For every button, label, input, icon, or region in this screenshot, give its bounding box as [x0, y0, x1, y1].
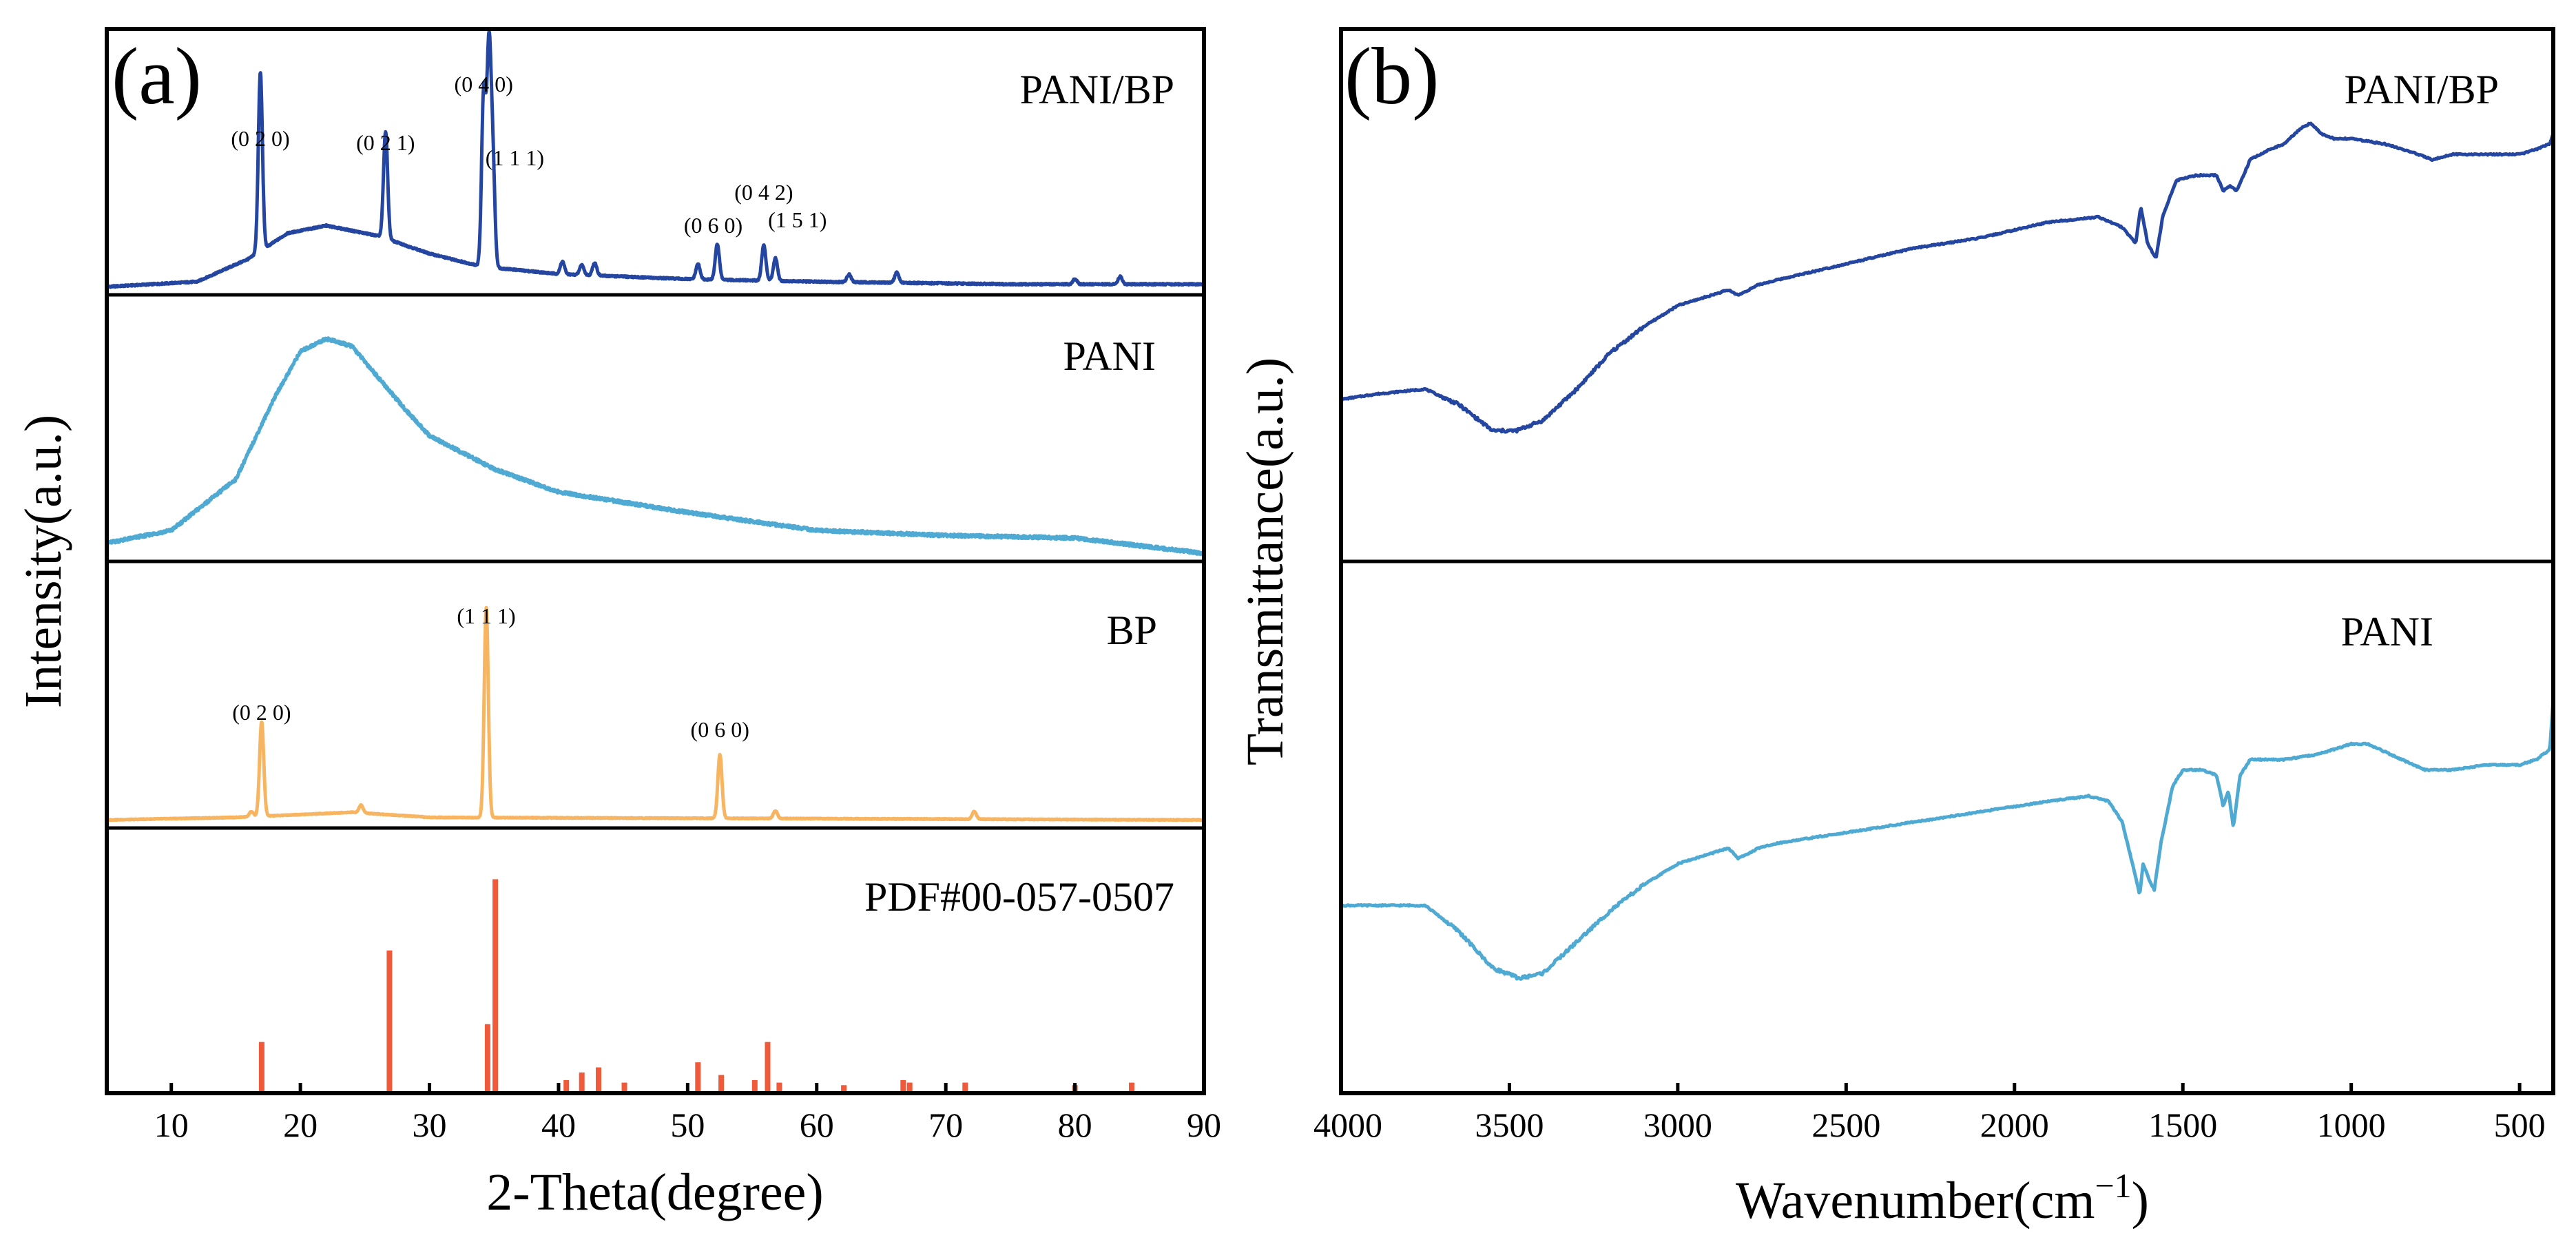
- hkl-label: (0 4 0): [455, 72, 513, 96]
- panel-b-label: (b): [1344, 31, 1440, 121]
- xrd-bp-plot: [105, 606, 1206, 822]
- x-tick-label: 80: [1058, 1106, 1092, 1144]
- panel-b-y-axis-label: Transmittance(a.u.): [1236, 358, 1294, 765]
- hkl-label: (0 6 0): [684, 213, 742, 238]
- ftir-pani-bp-label: PANI/BP: [2344, 67, 2499, 112]
- xrd-pani-trace: [105, 336, 1206, 557]
- x-tick-label: 90: [1187, 1106, 1221, 1144]
- hkl-label: (0 2 0): [232, 700, 291, 725]
- x-tick-label: 2000: [1980, 1106, 2049, 1144]
- panel-b-x-axis-label-sup: −1: [2095, 1166, 2131, 1205]
- panel-b-x-axis-label-main: Wavenumber(cm: [1736, 1172, 2095, 1230]
- x-tick-label: 3500: [1475, 1106, 1544, 1144]
- panel-b-x-axis-label: Wavenumber(cm−1): [1736, 1166, 2149, 1230]
- panel-a-xrd: 10 20 30 40 50 60 70 80 90 (0 2 0) (0 2 1) (0 4 0)…: [14, 27, 1221, 1221]
- panel-b-x-ticks: [1339, 1083, 2522, 1093]
- x-tick-label: 70: [928, 1106, 963, 1144]
- x-tick-label: 50: [670, 1106, 705, 1144]
- x-tick-label: 3000: [1643, 1106, 1712, 1144]
- x-tick-label: 20: [283, 1106, 318, 1144]
- panel-a-label: (a): [112, 31, 202, 121]
- x-tick-label: 4000: [1313, 1106, 1382, 1144]
- hkl-label: (1 1 1): [457, 603, 515, 628]
- panel-a-hkl-labels: (0 2 0) (0 2 1) (0 4 0) (1 1 1) (0 6 0) (0 4 …: [231, 72, 827, 742]
- hkl-label: (0 2 1): [356, 130, 415, 155]
- xrd-pani-bp-trace: [105, 30, 1206, 289]
- hkl-label: (1 5 1): [768, 207, 827, 232]
- bp-label: BP: [1107, 608, 1157, 653]
- x-tick-label: 500: [2494, 1106, 2546, 1144]
- panel-a-x-ticks: [169, 1083, 1206, 1093]
- panel-b-ftir: 4000 3500 3000 2500 2000 1500 1000 500 (b) PANI…: [1236, 27, 2555, 1230]
- panel-a-x-axis-label: 2-Theta(degree): [486, 1163, 823, 1221]
- panel-a-x-tick-labels: 10 20 30 40 50 60 70 80 90: [154, 1106, 1221, 1144]
- x-tick-label: 30: [413, 1106, 447, 1144]
- panel-a-y-axis-label: Intensity(a.u.): [14, 415, 72, 708]
- ftir-pani-trace: [1339, 696, 2555, 981]
- ftir-pani-bp-plot: [1339, 121, 2555, 434]
- xrd-pdf-reference-plot: [258, 879, 1134, 1093]
- x-tick-label: 2500: [1811, 1106, 1880, 1144]
- ftir-pani-label: PANI: [2340, 609, 2433, 654]
- panel-b-x-axis-label-close: ): [2132, 1172, 2149, 1230]
- x-tick-label: 40: [541, 1106, 576, 1144]
- hkl-label: (0 2 0): [231, 126, 289, 151]
- pdf-label: PDF#00-057-0507: [864, 874, 1174, 920]
- ftir-pani-bp-trace: [1339, 121, 2555, 434]
- x-tick-label: 10: [154, 1106, 189, 1144]
- pani-bp-label: PANI/BP: [1019, 67, 1174, 112]
- xrd-bp-trace: [105, 606, 1206, 822]
- ftir-pani-plot: [1339, 696, 2555, 981]
- hkl-label: (0 4 2): [734, 180, 793, 205]
- hkl-label: (1 1 1): [486, 145, 544, 170]
- hkl-label: (0 6 0): [691, 717, 749, 742]
- pani-label: PANI: [1063, 333, 1156, 379]
- xrd-pani-plot: [105, 336, 1206, 557]
- panel-b-x-tick-labels: 4000 3500 3000 2500 2000 1500 1000 500: [1313, 1106, 2546, 1144]
- x-tick-label: 60: [800, 1106, 834, 1144]
- xrd-pani-bp-plot: [105, 30, 1206, 289]
- x-tick-label: 1500: [2148, 1106, 2217, 1144]
- x-tick-label: 1000: [2317, 1106, 2386, 1144]
